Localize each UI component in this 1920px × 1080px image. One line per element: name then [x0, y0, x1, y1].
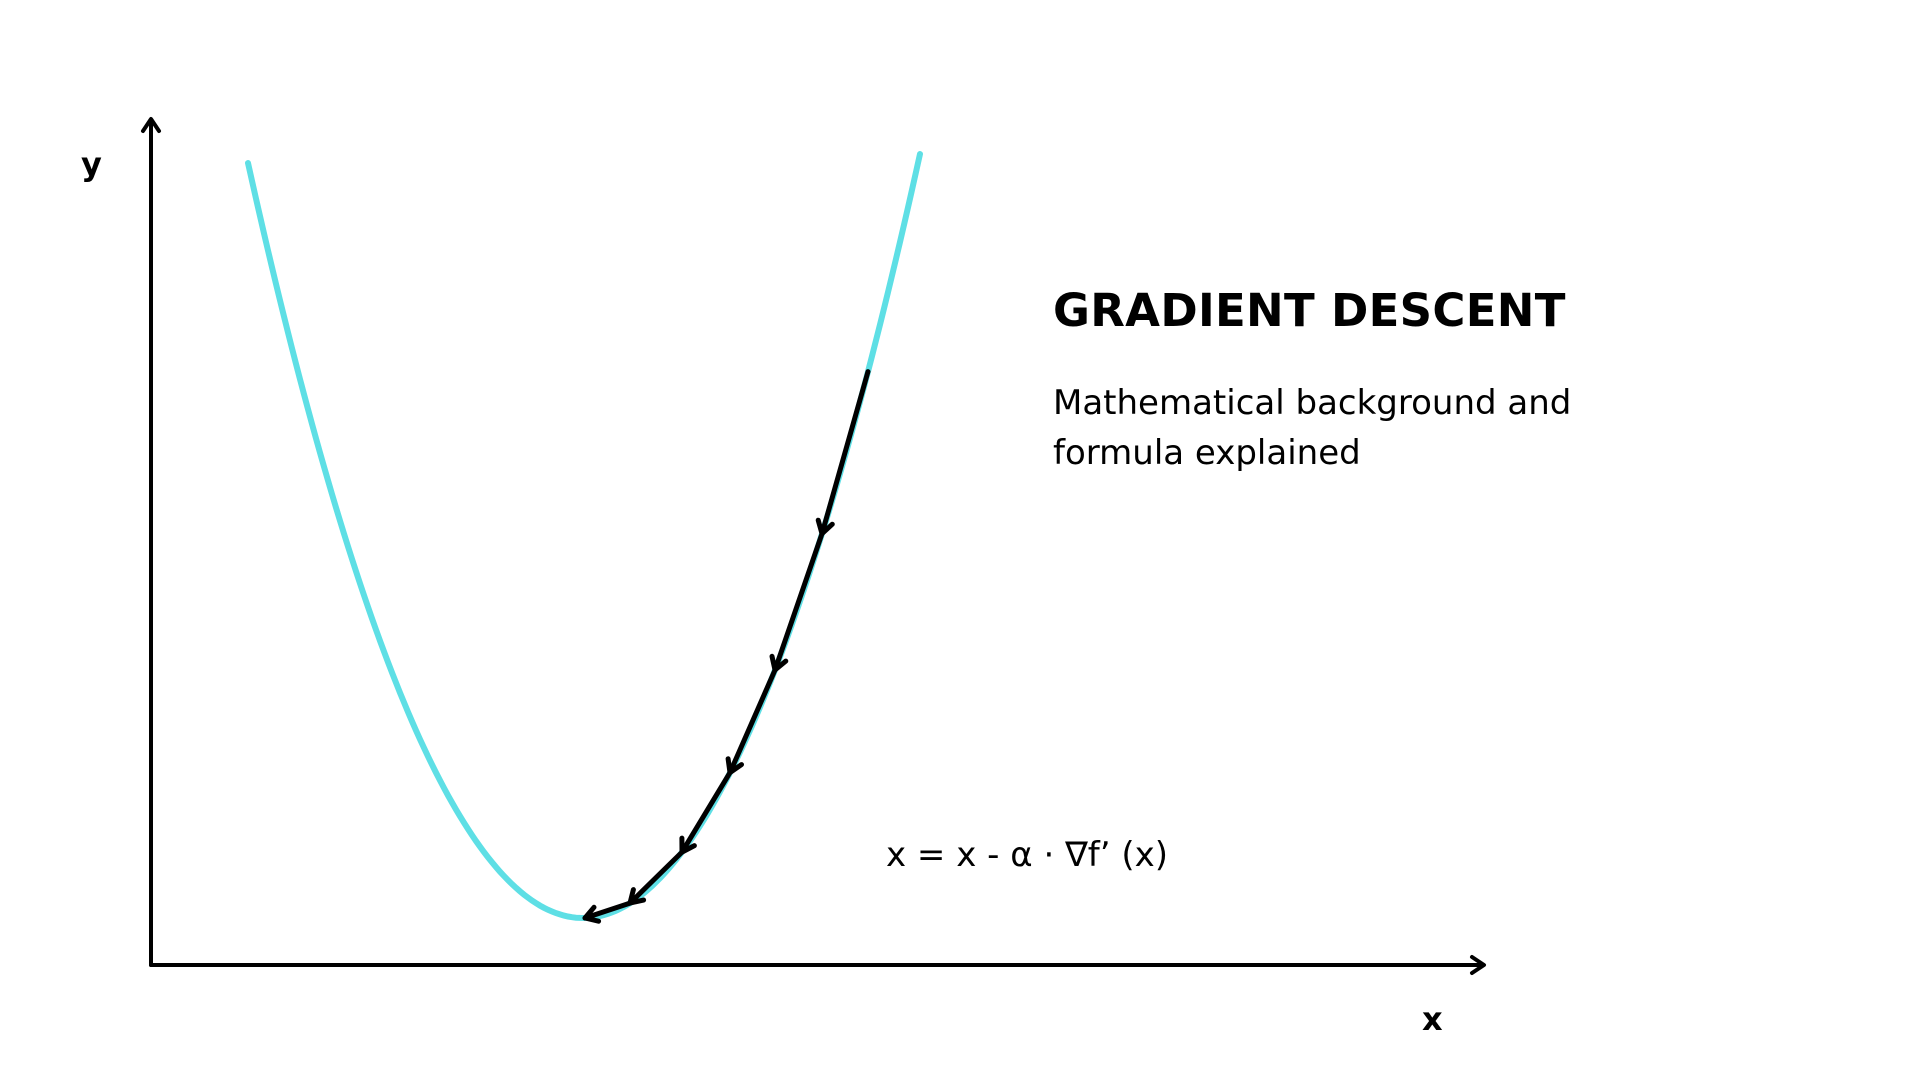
y-axis-label: y	[81, 145, 102, 183]
x-axis-label: x	[1422, 1000, 1443, 1038]
page-title: GRADIENT DESCENT	[1053, 284, 1566, 337]
descent-step-arrow	[769, 531, 825, 673]
descent-step-arrow	[627, 849, 685, 906]
y-axis-arrowhead	[141, 117, 161, 133]
descent-step-arrow	[815, 369, 871, 537]
x-axis-arrowhead	[1470, 955, 1486, 975]
descent-step-arrow	[679, 770, 733, 855]
descent-steps	[582, 369, 871, 924]
descent-step-arrow	[582, 900, 633, 924]
update-formula: x = x - α · ∇f’ (x)	[886, 835, 1169, 875]
arrowhead	[582, 904, 602, 924]
descent-step-arrow	[725, 667, 778, 776]
page-subtitle: Mathematical background and formula expl…	[1053, 383, 1572, 473]
